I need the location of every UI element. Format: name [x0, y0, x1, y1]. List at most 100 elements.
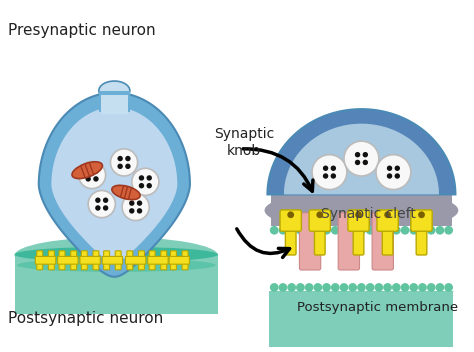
- FancyBboxPatch shape: [377, 210, 398, 231]
- Circle shape: [110, 149, 137, 176]
- FancyBboxPatch shape: [348, 210, 369, 231]
- Circle shape: [322, 283, 331, 292]
- FancyBboxPatch shape: [314, 223, 325, 255]
- Circle shape: [122, 194, 149, 221]
- Circle shape: [366, 283, 374, 292]
- Circle shape: [279, 226, 287, 235]
- FancyBboxPatch shape: [80, 256, 100, 264]
- Circle shape: [374, 226, 383, 235]
- Circle shape: [146, 175, 152, 181]
- FancyBboxPatch shape: [285, 223, 296, 255]
- Circle shape: [401, 226, 410, 235]
- Circle shape: [418, 283, 427, 292]
- Ellipse shape: [99, 81, 130, 100]
- FancyBboxPatch shape: [36, 256, 56, 264]
- Circle shape: [392, 283, 401, 292]
- Circle shape: [137, 208, 142, 214]
- Circle shape: [340, 226, 348, 235]
- Circle shape: [427, 226, 436, 235]
- Circle shape: [85, 176, 91, 182]
- Circle shape: [296, 226, 305, 235]
- FancyBboxPatch shape: [280, 210, 301, 231]
- Circle shape: [139, 175, 144, 181]
- Circle shape: [387, 165, 392, 171]
- Circle shape: [118, 164, 123, 169]
- Circle shape: [88, 190, 115, 218]
- Circle shape: [93, 169, 99, 174]
- Circle shape: [394, 173, 400, 179]
- Circle shape: [129, 200, 135, 206]
- Circle shape: [93, 176, 99, 182]
- FancyBboxPatch shape: [102, 256, 123, 264]
- FancyBboxPatch shape: [353, 223, 364, 255]
- Circle shape: [79, 162, 106, 189]
- Circle shape: [313, 283, 322, 292]
- Circle shape: [340, 283, 348, 292]
- Ellipse shape: [269, 284, 454, 299]
- Circle shape: [316, 211, 323, 218]
- FancyBboxPatch shape: [15, 256, 218, 314]
- Circle shape: [129, 208, 135, 214]
- FancyBboxPatch shape: [148, 256, 168, 264]
- Circle shape: [348, 283, 357, 292]
- Circle shape: [137, 200, 142, 206]
- Text: Synaptic cleft: Synaptic cleft: [321, 207, 416, 221]
- Circle shape: [418, 211, 425, 218]
- Circle shape: [444, 283, 453, 292]
- Circle shape: [418, 226, 427, 235]
- Circle shape: [132, 168, 159, 195]
- Circle shape: [348, 226, 357, 235]
- Circle shape: [125, 164, 131, 169]
- FancyBboxPatch shape: [171, 251, 176, 270]
- Circle shape: [305, 226, 313, 235]
- Circle shape: [313, 226, 322, 235]
- FancyBboxPatch shape: [101, 95, 128, 114]
- Circle shape: [125, 156, 131, 161]
- Circle shape: [139, 183, 144, 188]
- FancyBboxPatch shape: [58, 256, 78, 264]
- Circle shape: [357, 226, 366, 235]
- Polygon shape: [39, 93, 190, 277]
- Circle shape: [103, 197, 109, 203]
- FancyBboxPatch shape: [126, 256, 146, 264]
- Circle shape: [387, 173, 392, 179]
- Text: Postsynaptic membrane: Postsynaptic membrane: [297, 301, 458, 314]
- FancyBboxPatch shape: [127, 251, 133, 270]
- Circle shape: [383, 226, 392, 235]
- Circle shape: [357, 283, 366, 292]
- FancyBboxPatch shape: [161, 251, 167, 270]
- Circle shape: [383, 283, 392, 292]
- FancyBboxPatch shape: [372, 213, 393, 270]
- Polygon shape: [51, 107, 177, 262]
- Circle shape: [95, 197, 100, 203]
- Circle shape: [270, 226, 279, 235]
- Ellipse shape: [264, 190, 458, 231]
- FancyBboxPatch shape: [182, 251, 188, 270]
- Circle shape: [355, 160, 360, 165]
- Polygon shape: [267, 109, 456, 194]
- FancyBboxPatch shape: [37, 251, 43, 270]
- Circle shape: [355, 211, 362, 218]
- Circle shape: [287, 283, 296, 292]
- Circle shape: [363, 160, 368, 165]
- Text: Synaptic
knob: Synaptic knob: [214, 127, 274, 158]
- Circle shape: [427, 283, 436, 292]
- Circle shape: [85, 169, 91, 174]
- FancyBboxPatch shape: [300, 213, 321, 270]
- Circle shape: [444, 226, 453, 235]
- Circle shape: [384, 211, 391, 218]
- FancyBboxPatch shape: [149, 251, 155, 270]
- FancyBboxPatch shape: [99, 91, 130, 112]
- Circle shape: [392, 226, 401, 235]
- Circle shape: [344, 141, 379, 176]
- FancyBboxPatch shape: [59, 251, 65, 270]
- Circle shape: [374, 283, 383, 292]
- FancyBboxPatch shape: [382, 223, 393, 255]
- FancyBboxPatch shape: [416, 223, 427, 255]
- Circle shape: [331, 173, 336, 179]
- FancyBboxPatch shape: [411, 210, 432, 231]
- Circle shape: [366, 226, 374, 235]
- Circle shape: [146, 183, 152, 188]
- Circle shape: [322, 226, 331, 235]
- Ellipse shape: [15, 237, 218, 274]
